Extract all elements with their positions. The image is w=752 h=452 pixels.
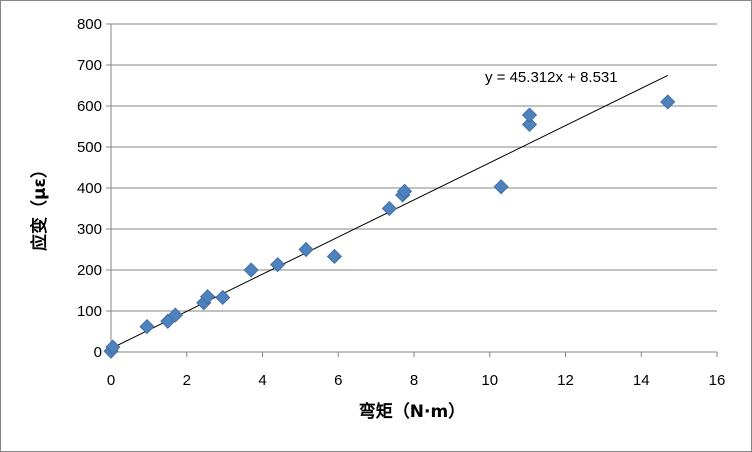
y-tick-label: 200	[77, 262, 102, 279]
y-tick-label: 500	[77, 139, 102, 156]
data-point	[381, 200, 397, 217]
y-tick-label: 0	[94, 344, 102, 361]
data-point	[167, 307, 183, 323]
data-point	[200, 289, 216, 305]
data-point	[139, 319, 155, 335]
y-tick-label: 400	[77, 180, 102, 197]
axes	[106, 23, 718, 357]
gridlines	[111, 23, 717, 312]
tick-labels: 0 100 200 300 400 500 600 700 800 0 2 4 6 8 10 12 14 16	[77, 16, 725, 389]
data-points	[103, 94, 676, 359]
x-tick-label: 14	[633, 372, 650, 389]
y-tick-label: 700	[77, 57, 102, 74]
y-tick-label: 800	[77, 16, 102, 33]
x-tick-label: 16	[709, 372, 726, 389]
x-tick-label: 0	[107, 372, 115, 389]
data-point	[326, 248, 343, 265]
data-point	[270, 257, 286, 273]
data-point	[493, 179, 509, 195]
data-point	[105, 339, 121, 355]
data-point	[298, 241, 314, 258]
trendline-equation: y = 45.312x + 8.531	[485, 69, 618, 86]
y-axis-title: 应变（με）	[29, 161, 50, 251]
data-point	[396, 183, 413, 199]
data-point	[660, 94, 676, 110]
x-tick-label: 2	[183, 372, 191, 389]
data-point	[521, 107, 538, 123]
x-tick-label: 10	[481, 372, 498, 389]
x-tick-label: 4	[258, 372, 266, 389]
x-tick-label: 12	[557, 372, 574, 389]
x-tick-label: 6	[334, 372, 342, 389]
data-point	[521, 116, 538, 133]
y-tick-label: 300	[77, 221, 102, 238]
y-tick-label: 100	[77, 303, 102, 320]
data-point	[215, 289, 231, 306]
data-point	[243, 262, 259, 278]
y-tick-label: 600	[77, 98, 102, 115]
x-tick-label: 8	[410, 372, 418, 389]
x-axis-title: 弯矩（N·m）	[359, 401, 465, 422]
